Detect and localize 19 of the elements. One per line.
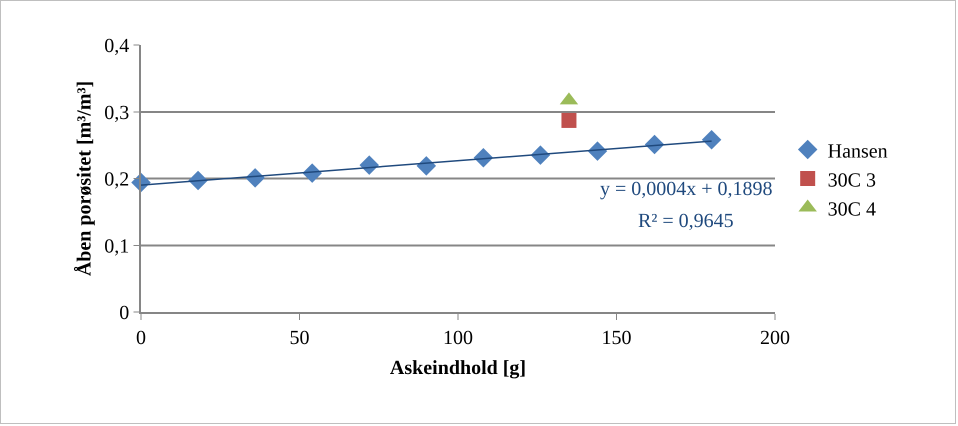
point: [702, 130, 722, 150]
x-tick-label: 150: [602, 326, 632, 349]
legend-label: 30C 3: [828, 169, 876, 192]
y-axis-title: Åben porøsitet [m³/m³]: [73, 80, 96, 276]
x-tick-label: 200: [760, 326, 790, 349]
point: [561, 112, 576, 128]
x-axis-title: Askeindhold [g]: [390, 356, 526, 379]
x-tick-label: 50: [290, 326, 310, 349]
y-tick-label: 0,2: [104, 168, 130, 190]
annotation: R² = 0,9645: [638, 210, 734, 232]
y-tick-label: 0,3: [104, 102, 130, 124]
legend-label: Hansen: [828, 140, 888, 162]
y-tick-label: 0: [119, 302, 130, 324]
annotation: y = 0,0004x + 0,1898: [600, 178, 773, 200]
y-tick-label: 0,4: [104, 35, 130, 57]
x-tick-label: 100: [443, 326, 473, 349]
legend-label: 30C 4: [828, 198, 876, 220]
x-tick-label: 0: [136, 326, 146, 349]
y-tick-label: 0,1: [104, 235, 130, 258]
